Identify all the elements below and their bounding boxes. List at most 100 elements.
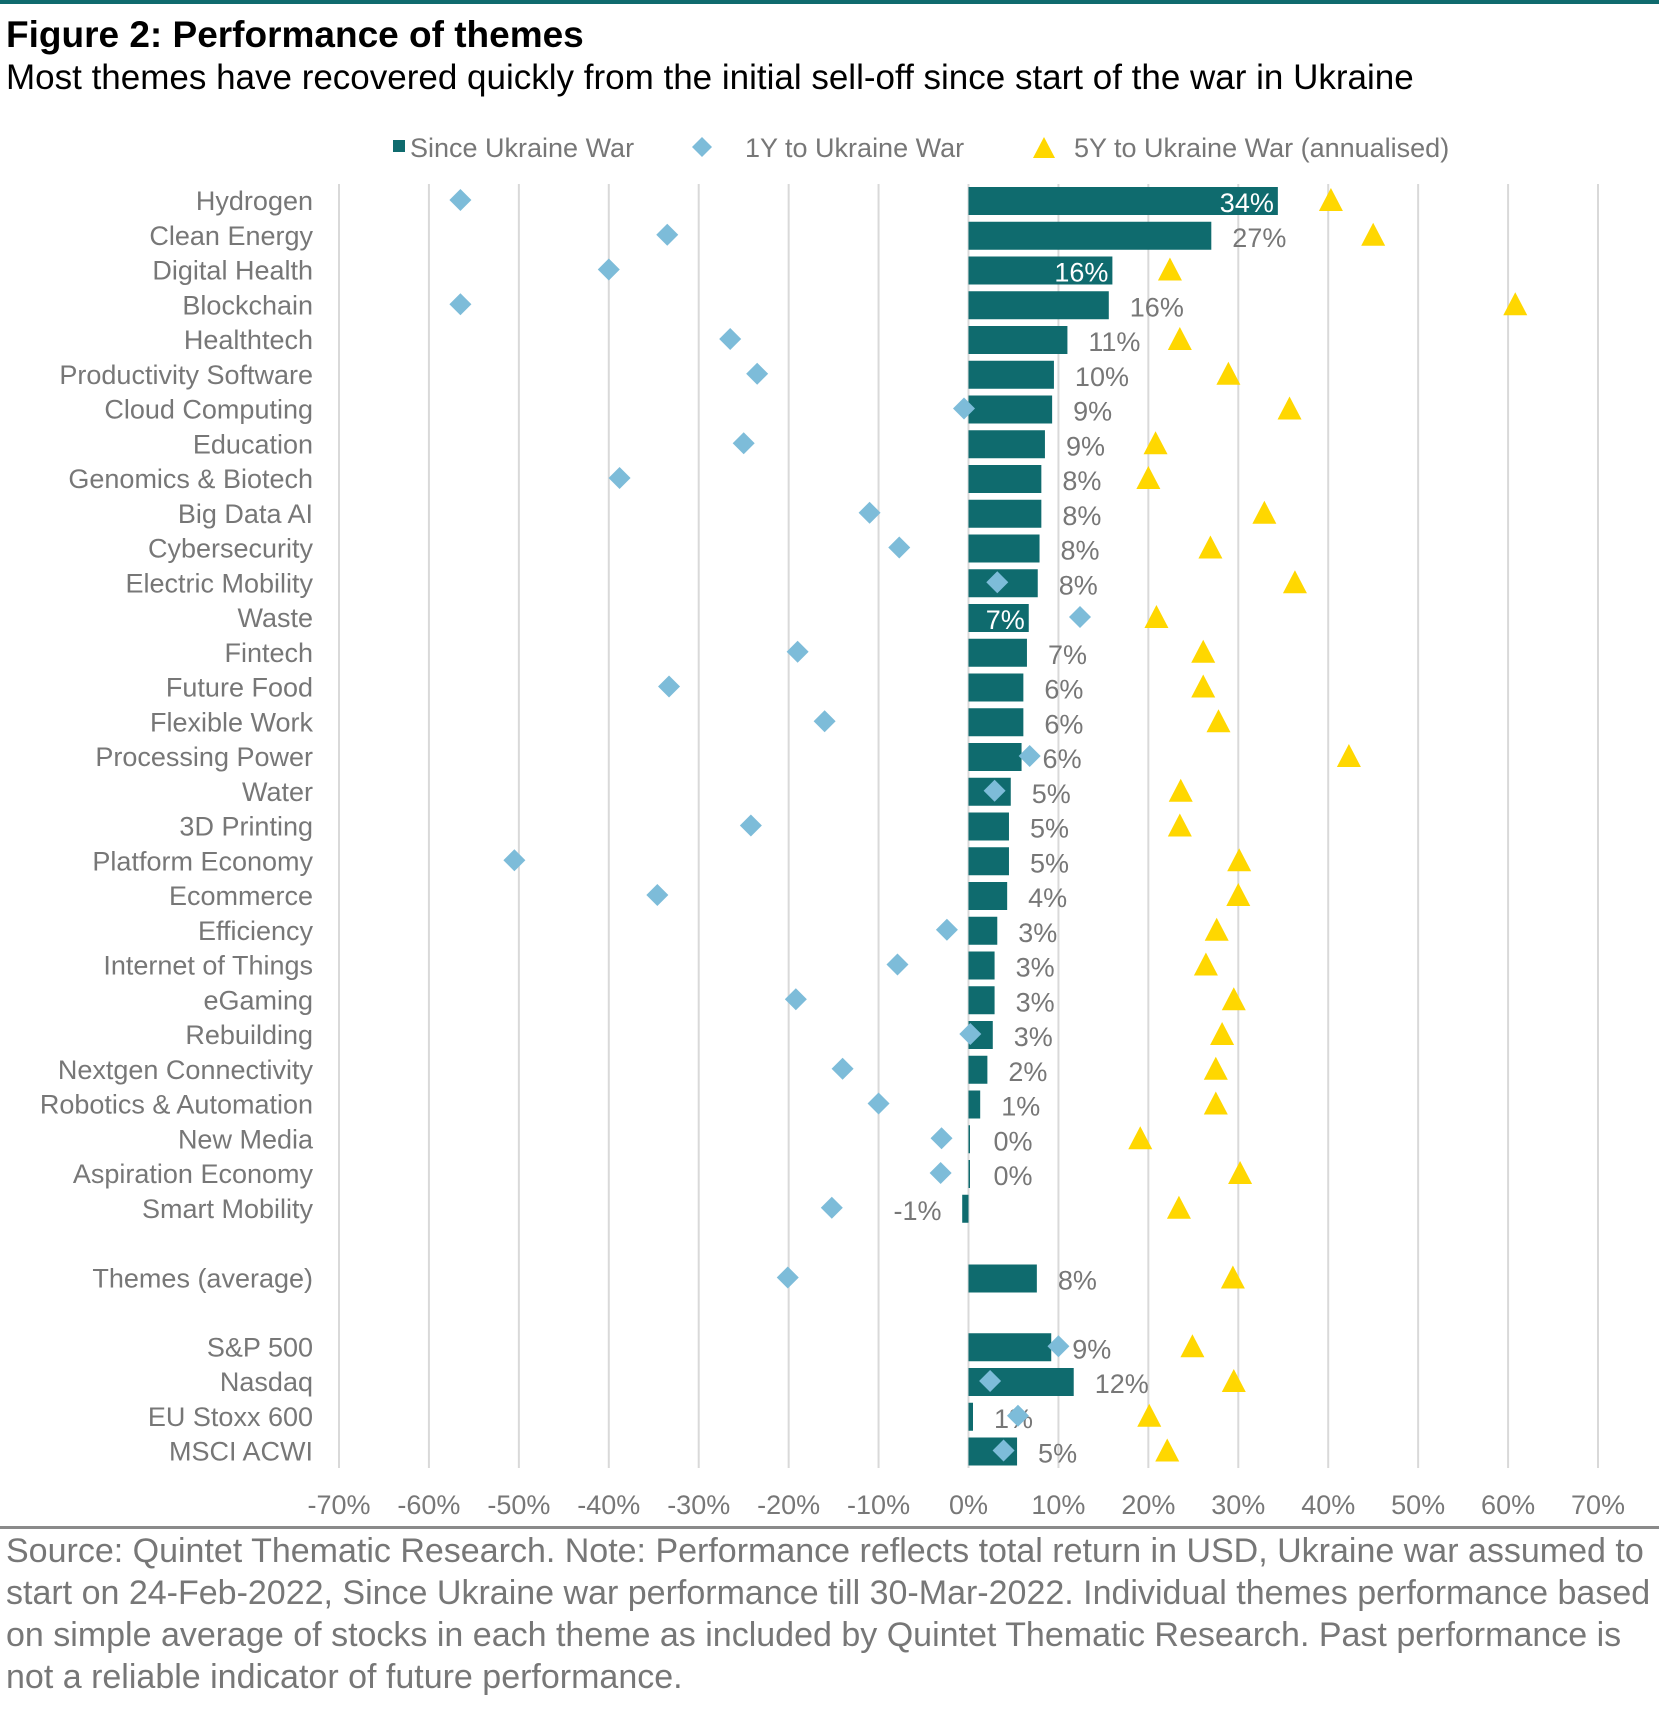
diamond-marker xyxy=(1069,606,1092,628)
x-tick-label: -30% xyxy=(667,1490,730,1520)
value-label: 0% xyxy=(994,1126,1033,1156)
category-label: Healthtech xyxy=(184,325,313,355)
value-label: 3% xyxy=(1014,1022,1053,1052)
value-label: 2% xyxy=(1008,1057,1047,1087)
bar xyxy=(968,916,998,945)
category-label: S&P 500 xyxy=(207,1332,313,1362)
diamond-marker xyxy=(784,988,807,1011)
x-tick-label: 0% xyxy=(949,1490,988,1520)
diamond-marker xyxy=(786,640,809,663)
triangle-marker xyxy=(1143,431,1168,455)
bar xyxy=(968,708,1024,737)
diamond-marker xyxy=(886,953,909,976)
category-label: Internet of Things xyxy=(103,951,313,981)
value-label: 4% xyxy=(1028,883,1067,913)
category-labels: Hydrogen Clean Energy Digital Health Blockc… xyxy=(40,186,314,1467)
value-label: 27% xyxy=(1232,223,1286,253)
value-label: -1% xyxy=(893,1196,941,1226)
triangle-marker xyxy=(1191,639,1216,663)
category-label: Processing Power xyxy=(95,742,313,772)
value-label: 5% xyxy=(1030,814,1069,844)
value-label: 3% xyxy=(1016,987,1055,1017)
bar xyxy=(968,604,1029,632)
category-label: Ecommerce xyxy=(169,881,313,911)
value-label: 6% xyxy=(1044,675,1083,705)
diamond-marker xyxy=(1018,745,1041,767)
bars xyxy=(962,187,1278,1466)
triangle-marker xyxy=(1220,1265,1245,1289)
category-label: Blockchain xyxy=(182,290,313,320)
diamond-marker xyxy=(820,1196,843,1219)
category-label: Electric Mobility xyxy=(125,568,313,598)
value-label: 9% xyxy=(1072,1334,1111,1364)
value-label: 5% xyxy=(1032,779,1071,809)
triangle-marker xyxy=(1277,396,1302,420)
value-label: 7% xyxy=(1048,640,1087,670)
value-label: 5% xyxy=(1038,1439,1077,1469)
bar xyxy=(968,430,1045,459)
category-label: Efficiency xyxy=(198,916,314,946)
diamond-marker xyxy=(930,1127,953,1150)
triangle-marker xyxy=(1193,952,1218,976)
diamond-marker xyxy=(503,849,526,872)
value-label: 16% xyxy=(1054,258,1108,288)
bar xyxy=(968,291,1109,320)
x-tick-label: 40% xyxy=(1301,1490,1355,1520)
x-tick-label: 50% xyxy=(1391,1490,1445,1520)
diamond-marker xyxy=(867,1092,890,1115)
triangle-marker xyxy=(1155,1438,1180,1462)
bar xyxy=(968,1125,970,1154)
bar xyxy=(968,812,1009,841)
bar xyxy=(968,1090,981,1119)
legend-label-1y: 1Y to Ukraine War xyxy=(745,133,964,163)
category-label: Water xyxy=(242,777,313,807)
value-label: 8% xyxy=(1062,466,1101,496)
category-label: Cybersecurity xyxy=(148,534,314,564)
triangle-marker xyxy=(1166,1195,1191,1219)
category-label: Flexible Work xyxy=(150,707,314,737)
triangle-marker xyxy=(1216,361,1241,385)
category-label: Hydrogen xyxy=(196,186,313,216)
diamond-marker xyxy=(608,467,631,489)
x-tick-label: -50% xyxy=(487,1490,550,1520)
triangle-marker xyxy=(1136,466,1161,489)
value-label: 16% xyxy=(1130,292,1184,322)
category-label: eGaming xyxy=(203,985,313,1015)
diamond-marker xyxy=(858,501,881,524)
diamond-marker xyxy=(929,1162,952,1184)
category-label: Nasdaq xyxy=(220,1367,313,1397)
bar xyxy=(968,673,1024,702)
diamond-marker xyxy=(959,1023,982,1045)
legend-label-since-war: Since Ukraine War xyxy=(410,133,634,163)
triangle-marker xyxy=(1226,883,1251,906)
triangle-marker xyxy=(1144,605,1169,628)
bar xyxy=(968,326,1068,354)
value-label: 12% xyxy=(1095,1369,1149,1399)
category-label: Themes (average) xyxy=(92,1264,313,1294)
x-tick-label: -20% xyxy=(757,1490,820,1520)
value-label: 11% xyxy=(1088,327,1140,357)
value-label: 8% xyxy=(1058,1266,1097,1296)
value-label: 6% xyxy=(1044,709,1083,739)
legend-triangle-icon xyxy=(1033,137,1055,158)
diamond-marker xyxy=(831,1057,854,1080)
category-label: Aspiration Economy xyxy=(73,1159,314,1189)
legend-diamond-icon xyxy=(692,137,712,157)
bar xyxy=(968,395,1053,424)
top-rule xyxy=(0,0,1659,4)
legend: Since Ukraine War 1Y to Ukraine War 5Y t… xyxy=(393,133,1449,163)
triangle-marker xyxy=(1503,292,1528,316)
triangle-marker xyxy=(1180,1334,1205,1358)
category-label: Digital Health xyxy=(152,256,313,286)
x-axis-ticks: -70% -60% -50% -40% -30% -20% -10% 0% 10% 20% 30% 4… xyxy=(307,1490,1625,1520)
bar xyxy=(962,1194,969,1223)
value-label: 7% xyxy=(986,605,1025,635)
grid xyxy=(338,184,1599,1468)
diamond-marker xyxy=(888,536,911,559)
bar xyxy=(968,221,1212,250)
bar xyxy=(968,534,1040,563)
triangle-marker xyxy=(1203,1056,1228,1080)
bar xyxy=(968,360,1054,389)
value-label: 3% xyxy=(1018,918,1057,948)
legend-label-5y: 5Y to Ukraine War (annualised) xyxy=(1074,133,1449,163)
